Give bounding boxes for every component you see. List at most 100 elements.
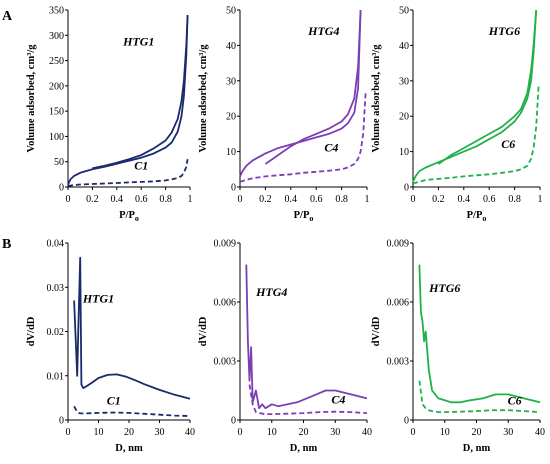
- series-line-c1: [67, 159, 189, 187]
- x-tick-label: 0.4: [458, 194, 471, 205]
- y-tick-label: 0.009: [214, 239, 237, 250]
- x-axis-label: D, nm: [463, 443, 491, 454]
- series-label-c4: C4: [331, 392, 345, 406]
- x-tick-label: 1: [538, 194, 543, 205]
- series-line-htg6: [412, 9, 538, 183]
- y-tick-label: 20: [226, 112, 236, 123]
- x-tick-label: 0.6: [135, 194, 148, 205]
- x-axis-label-subscript: o: [309, 214, 313, 223]
- series-line-htg4: [239, 9, 362, 177]
- x-tick-label: 0: [411, 194, 416, 205]
- y-tick-label: 300: [49, 31, 64, 42]
- series-line-c6: [418, 380, 541, 413]
- series-label-c1: C1: [107, 394, 121, 408]
- chart-6: 0 10 20 30 40 0 0.003 0.006 0.009 D, nm dV/dD HTG6 C…: [371, 239, 545, 455]
- series-line-c4: [248, 384, 368, 415]
- x-tick-label: 1: [188, 194, 193, 205]
- series-line-htg6: [418, 264, 541, 404]
- x-tick-label: 0.2: [432, 194, 445, 205]
- x-tick-label: 0: [66, 427, 71, 438]
- x-tick-label: 20: [299, 427, 309, 438]
- x-tick-label: 0.2: [86, 194, 99, 205]
- x-tick-label: 10: [94, 427, 104, 438]
- x-tick-label: 0.6: [310, 194, 323, 205]
- series-label-htg4: HTG4: [307, 24, 339, 38]
- y-tick-label: 0: [231, 183, 236, 194]
- y-tick-label: 0.003: [214, 357, 237, 368]
- x-tick-label: 30: [155, 427, 165, 438]
- series-label-htg1: HTG1: [122, 34, 154, 48]
- y-tick-label: 0.03: [47, 283, 65, 294]
- y-tick-label: 40: [226, 41, 236, 52]
- y-tick-label: 50: [399, 6, 409, 17]
- y-tick-label: 50: [226, 6, 236, 17]
- series-line-branch-1: [92, 15, 189, 170]
- series-label-c1: C1: [134, 158, 148, 172]
- y-tick-label: 0: [59, 416, 64, 427]
- x-axis-label: P/Po: [467, 210, 487, 223]
- charts-group: 0 0.2 0.4 0.6 0.8 1050100150200250300350P/PoV…: [26, 6, 545, 455]
- series-line-c4: [239, 91, 367, 183]
- x-axis-label: D, nm: [290, 443, 318, 454]
- series-label-c6: C6: [501, 137, 515, 151]
- y-tick-label: 200: [49, 81, 64, 92]
- panel-letter-b: B: [2, 237, 11, 252]
- series-label-c4: C4: [324, 141, 338, 155]
- y-axis-label: dV/dD: [371, 316, 382, 346]
- y-axis-label: Volume adsorbed, cm³/g: [198, 44, 209, 153]
- y-tick-label: 100: [49, 132, 64, 143]
- y-axis-label: dV/dD: [198, 316, 209, 346]
- x-tick-label: 40: [362, 427, 372, 438]
- x-axis-label: P/Po: [294, 210, 314, 223]
- x-tick-label: 0: [66, 194, 71, 205]
- x-axis-label: P/Po: [119, 210, 139, 223]
- y-tick-label: 10: [399, 147, 409, 158]
- y-tick-label: 0.003: [387, 357, 410, 368]
- y-axis-label: Volume adsorbed, cm³/g: [26, 44, 37, 153]
- series-label-htg6: HTG6: [428, 281, 460, 295]
- x-axis-label-subscript: o: [135, 214, 139, 223]
- y-tick-label: 350: [49, 6, 64, 17]
- x-tick-label: 0.8: [335, 194, 348, 205]
- x-tick-label: 0.8: [159, 194, 172, 205]
- y-tick-label: 0: [404, 416, 409, 427]
- chart-1: 0 0.2 0.4 0.6 0.8 1 0 50 100 150 200 250 300 350 P/Po V…: [26, 6, 193, 224]
- x-tick-label: 0.6: [483, 194, 496, 205]
- y-axis-label: Volume adsorbed, cm³/g: [371, 44, 382, 153]
- y-tick-label: 0.04: [47, 239, 65, 250]
- x-tick-label: 0.8: [508, 194, 521, 205]
- x-tick-label: 30: [330, 427, 340, 438]
- series-label-htg1: HTG1: [82, 292, 114, 306]
- x-tick-label: 0.4: [111, 194, 124, 205]
- x-tick-label: 0.2: [259, 194, 272, 205]
- y-tick-label: 0: [231, 416, 236, 427]
- y-axis-label: dV/dD: [26, 316, 37, 346]
- x-tick-label: 0: [238, 427, 243, 438]
- y-tick-label: 0.006: [387, 298, 410, 309]
- series-line-branch-1: [264, 9, 362, 165]
- y-tick-label: 0.009: [387, 239, 410, 250]
- y-tick-label: 50: [54, 157, 64, 168]
- x-tick-label: 0: [411, 427, 416, 438]
- y-tick-label: 20: [399, 112, 409, 123]
- x-axis-label-subscript: o: [482, 214, 486, 223]
- x-tick-label: 20: [472, 427, 482, 438]
- y-tick-label: 0: [59, 183, 64, 194]
- series-line-htg1: [73, 256, 191, 400]
- panel-letter-a: A: [2, 9, 13, 24]
- y-tick-label: 0.01: [47, 371, 65, 382]
- series-label-htg4: HTG4: [255, 285, 287, 299]
- series-line-c1: [73, 405, 191, 417]
- chart-5: 0 10 20 30 40 0 0.003 0.006 0.009 D, nm dV/dD HTG4 C…: [198, 239, 372, 455]
- x-tick-label: 0.4: [285, 194, 298, 205]
- x-tick-label: 10: [267, 427, 277, 438]
- x-tick-label: 20: [124, 427, 134, 438]
- x-tick-label: 10: [440, 427, 450, 438]
- x-tick-label: 1: [365, 194, 370, 205]
- y-tick-label: 250: [49, 56, 64, 67]
- y-tick-label: 150: [49, 107, 64, 118]
- y-tick-label: 0.02: [47, 327, 65, 338]
